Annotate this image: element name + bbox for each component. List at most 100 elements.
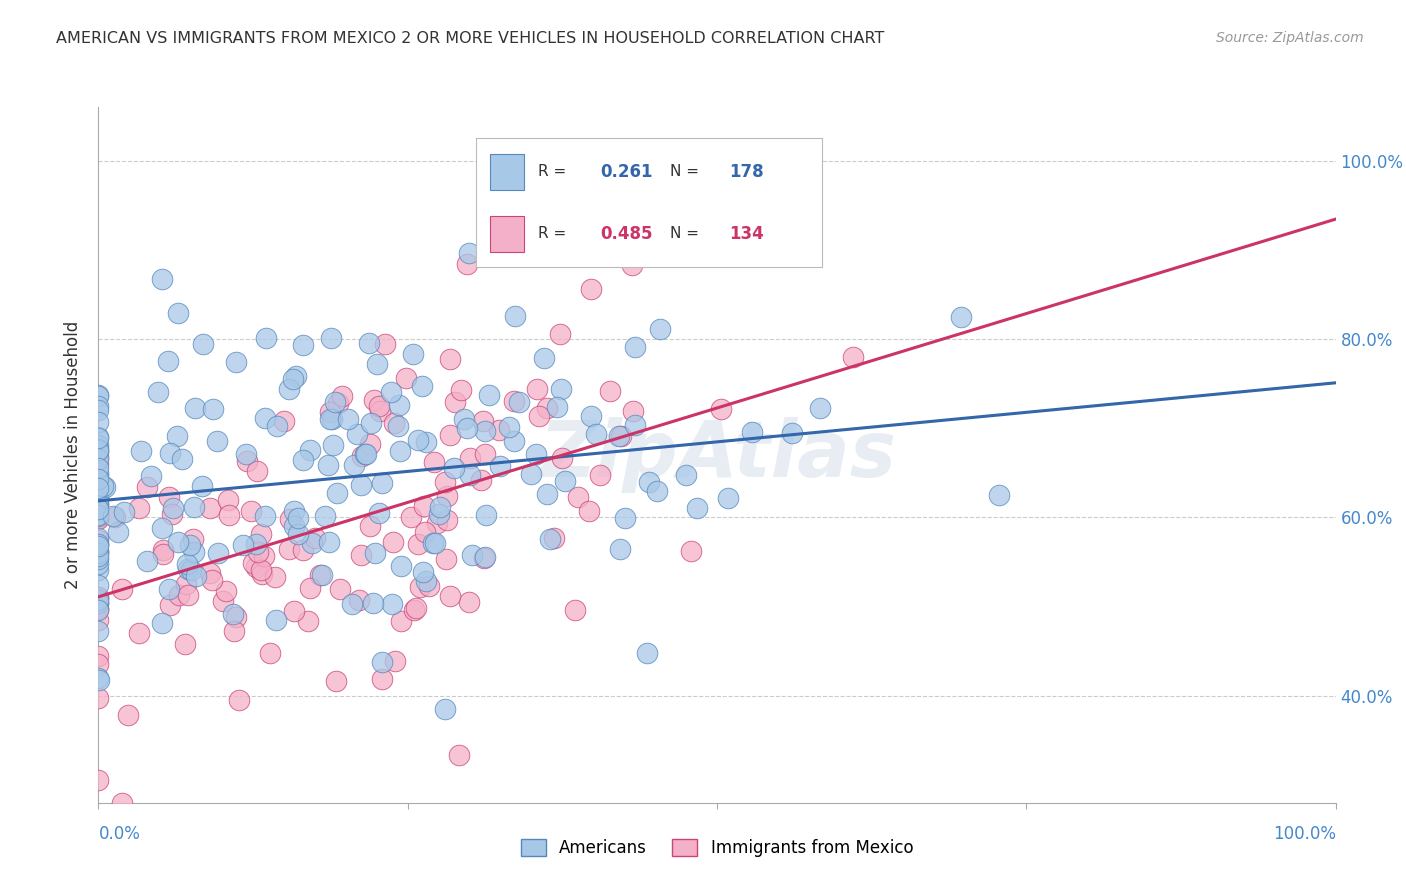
Point	[564, 603, 586, 617]
Point	[246, 464, 269, 478]
Point	[425, 535, 447, 549]
Point	[505, 309, 527, 323]
Point	[87, 461, 110, 475]
Text: Source: ZipAtlas.com: Source: ZipAtlas.com	[1216, 31, 1364, 45]
Point	[87, 403, 110, 417]
Point	[384, 654, 406, 668]
Point	[609, 541, 631, 556]
Point	[254, 331, 277, 345]
Point	[321, 412, 343, 426]
Point	[318, 412, 340, 426]
Point	[87, 536, 110, 550]
Point	[249, 527, 271, 541]
Point	[87, 472, 110, 486]
Point	[111, 796, 134, 810]
Point	[87, 430, 110, 444]
Point	[87, 415, 110, 429]
Point	[415, 434, 437, 449]
Point	[436, 489, 458, 503]
Point	[401, 347, 423, 361]
Point	[87, 602, 110, 616]
Point	[520, 467, 543, 482]
Point	[236, 453, 259, 467]
Point	[987, 488, 1010, 502]
Point	[87, 558, 110, 572]
Point	[340, 597, 363, 611]
Point	[488, 423, 510, 437]
Point	[585, 427, 607, 442]
Point	[183, 500, 205, 514]
Point	[527, 409, 550, 423]
Point	[284, 368, 307, 383]
Point	[252, 549, 274, 563]
Point	[198, 500, 221, 515]
Point	[177, 588, 200, 602]
Point	[184, 401, 207, 416]
Text: ZipAtlas: ZipAtlas	[538, 417, 896, 493]
Point	[211, 594, 233, 608]
Point	[382, 534, 405, 549]
Point	[87, 602, 110, 616]
Point	[157, 491, 180, 505]
Point	[250, 563, 273, 577]
Point	[166, 306, 188, 320]
Point	[245, 560, 267, 574]
Legend: Americans, Immigrants from Mexico: Americans, Immigrants from Mexico	[515, 832, 920, 864]
Point	[242, 556, 264, 570]
Point	[135, 554, 157, 568]
Point	[87, 596, 110, 610]
Point	[162, 500, 184, 515]
Point	[350, 478, 373, 492]
Point	[550, 383, 572, 397]
Point	[402, 602, 425, 616]
Point	[458, 468, 481, 483]
Point	[361, 596, 384, 610]
Point	[87, 442, 110, 456]
Point	[254, 508, 277, 523]
Point	[359, 518, 381, 533]
Point	[169, 588, 191, 602]
Point	[87, 649, 110, 664]
Point	[159, 598, 181, 612]
Point	[87, 657, 110, 671]
Point	[567, 490, 589, 504]
Point	[87, 613, 110, 627]
Point	[160, 508, 183, 522]
Point	[360, 416, 382, 430]
Point	[298, 443, 321, 458]
Point	[309, 567, 332, 582]
Point	[526, 382, 548, 396]
Point	[91, 479, 114, 493]
Point	[283, 504, 305, 518]
Point	[458, 595, 481, 609]
Point	[287, 526, 309, 541]
Point	[246, 544, 269, 558]
Point	[347, 593, 370, 607]
Point	[150, 615, 173, 630]
Point	[717, 491, 740, 505]
Point	[152, 547, 174, 561]
Point	[741, 425, 763, 439]
Point	[461, 548, 484, 562]
Point	[131, 443, 153, 458]
Point	[87, 544, 110, 558]
Point	[87, 563, 110, 577]
Point	[150, 272, 173, 286]
Point	[478, 388, 501, 402]
Point	[415, 574, 437, 588]
Point	[104, 510, 127, 524]
Point	[87, 624, 110, 638]
Point	[87, 442, 110, 457]
Point	[371, 655, 394, 669]
Point	[949, 310, 972, 324]
Point	[621, 404, 644, 418]
Point	[433, 475, 456, 489]
Point	[166, 429, 188, 443]
Point	[536, 486, 558, 500]
Point	[599, 384, 621, 398]
Point	[614, 511, 637, 525]
Point	[111, 582, 134, 596]
Text: 134: 134	[728, 225, 763, 243]
Text: 0.261: 0.261	[600, 163, 652, 181]
Point	[538, 532, 561, 546]
